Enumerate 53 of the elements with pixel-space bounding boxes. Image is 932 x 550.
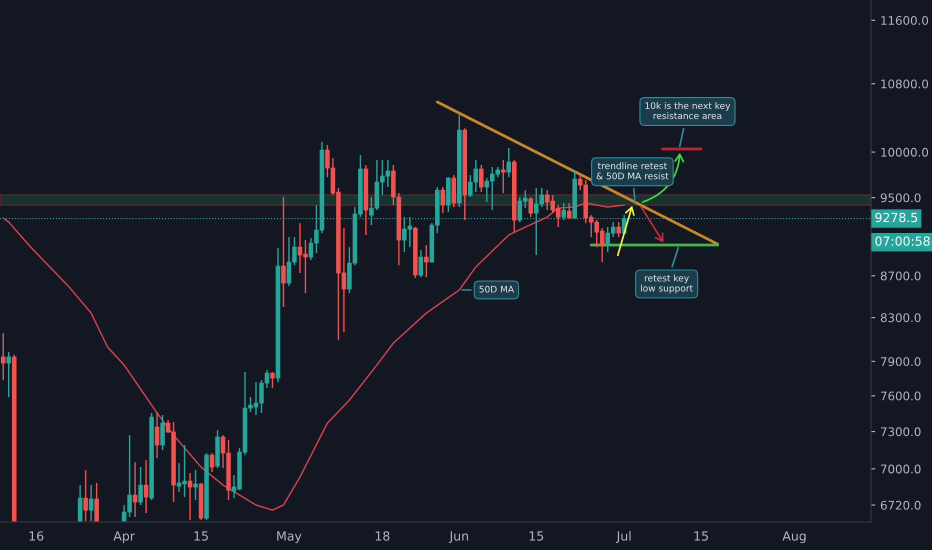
y-tick-label: 6720.0: [880, 500, 921, 510]
x-tick-label: 15: [194, 531, 208, 541]
x-tick-label: 15: [694, 531, 708, 541]
candlestick: [138, 466, 143, 506]
candlestick: [270, 371, 275, 389]
y-tick-label: 10000.0: [881, 148, 928, 157]
candlestick: [83, 469, 88, 522]
candlestick: [501, 159, 506, 194]
candlestick: [6, 351, 11, 398]
candlestick: [154, 411, 160, 459]
line-series: [2, 202, 625, 511]
candlestick: [528, 196, 534, 218]
y-tick-label: 7000.0: [880, 464, 921, 474]
annotation: trendline retest & 50D MA resist: [596, 162, 668, 180]
candlestick: [188, 472, 192, 521]
candlestick: [88, 484, 94, 522]
candlestick: [160, 414, 165, 451]
candlestick: [506, 147, 512, 178]
candlestick: [0, 332, 6, 381]
candlestick: [440, 186, 446, 214]
annotation: 10k is the next key resistance area: [645, 102, 730, 120]
candlestick: [281, 196, 286, 308]
y-tick-label: 9500.0: [880, 193, 921, 202]
candlestick: [94, 482, 99, 522]
candlestick: [418, 249, 424, 278]
candlestick: [132, 461, 138, 518]
candlestick: [616, 221, 621, 238]
ref-line-label: 9278.5: [875, 212, 918, 222]
candlestick: [193, 469, 198, 501]
y-tick-label: 8300.0: [880, 313, 921, 322]
y-tick-label: 11600.0: [881, 16, 928, 25]
annotation: 50D MA: [479, 286, 514, 293]
candlestick: [424, 244, 429, 278]
x-tick-label: Jun: [448, 531, 468, 544]
x-tick-label: 18: [376, 531, 390, 541]
x-tick-label: 16: [30, 531, 44, 541]
y-tick-label: 8700.0: [880, 271, 921, 280]
y-tick-label: 7900.0: [880, 357, 921, 366]
annotation: retest key low support: [641, 274, 693, 294]
x-tick-label: 15: [530, 531, 544, 541]
candlestick: [144, 459, 148, 514]
x-tick-label: Jul: [616, 531, 631, 544]
candlestick: [479, 164, 484, 193]
x-tick-label: Apr: [113, 531, 135, 544]
text: 07:00:58: [875, 236, 930, 246]
candlestick: [210, 452, 214, 473]
y-tick-label: 7600.0: [880, 392, 921, 400]
y-tick-label: 7300.0: [880, 427, 921, 436]
x-tick-label: Aug: [782, 531, 806, 544]
candlestick: [566, 202, 572, 220]
x-tick-label: May: [277, 531, 302, 544]
y-tick-label: 10800.0: [881, 79, 928, 88]
candlestick: [78, 484, 82, 522]
